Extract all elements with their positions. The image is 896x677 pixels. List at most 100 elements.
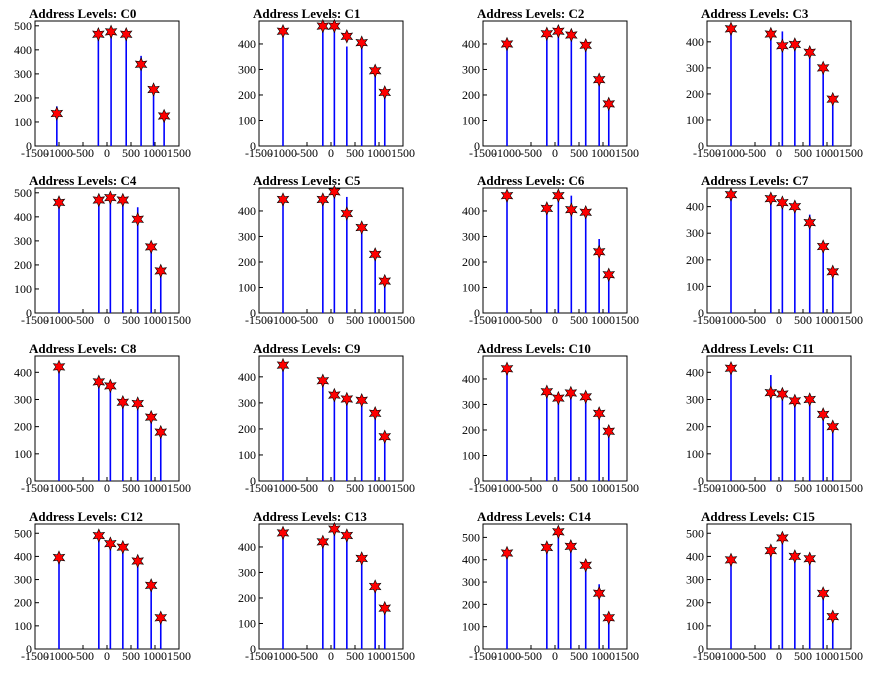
- level-marker: [144, 409, 158, 425]
- x-tick-label: 1500: [167, 146, 191, 160]
- plot-frame: [706, 355, 852, 482]
- x-tick-label: -1500: [469, 313, 497, 327]
- level-marker: [340, 391, 354, 407]
- y-tick-label: 0: [250, 306, 256, 320]
- y-tick-label: 0: [698, 306, 704, 320]
- level-marker: [368, 579, 382, 594]
- x-tick-label: -500: [520, 481, 542, 495]
- y-tick-label: 100: [238, 280, 256, 294]
- x-tick-label: 500: [570, 146, 588, 160]
- x-tick-label: 1500: [839, 481, 863, 495]
- x-tick-label: -500: [520, 649, 542, 663]
- x-tick-label: 1500: [615, 146, 639, 160]
- level-marker: [328, 521, 341, 537]
- x-tick-label: -500: [744, 313, 766, 327]
- y-tick-label: 500: [462, 530, 480, 544]
- subplot-title: Address Levels: C15: [701, 509, 815, 524]
- x-tick-label: 500: [346, 313, 364, 327]
- level-marker: [119, 26, 133, 42]
- y-tick-label: 300: [14, 67, 32, 81]
- x-tick-label: 1000: [815, 481, 839, 495]
- y-tick-label: 100: [686, 279, 704, 293]
- level-marker: [104, 378, 117, 394]
- x-tick-label: 1500: [615, 313, 639, 327]
- y-tick-label: 400: [14, 549, 32, 563]
- x-tick-label: -500: [72, 313, 94, 327]
- x-tick-label: -1500: [245, 146, 273, 160]
- level-marker: [724, 360, 738, 376]
- y-tick-label: 0: [250, 642, 256, 656]
- y-tick-label: 200: [686, 253, 704, 267]
- x-tick-label: 1000: [143, 649, 167, 663]
- level-marker: [104, 24, 118, 40]
- level-marker: [92, 374, 106, 390]
- x-tick-label: -500: [72, 146, 94, 160]
- x-tick-label: -500: [520, 146, 542, 160]
- x-tick-label: 1000: [367, 146, 391, 160]
- x-tick-label: 1500: [167, 313, 191, 327]
- y-tick-label: 500: [14, 526, 32, 540]
- subplot-12: Address Levels: C12 0 100 200 300 400 500 -1500…: [14, 509, 191, 663]
- y-tick-label: 0: [698, 474, 704, 488]
- x-tick-label: -1500: [693, 313, 721, 327]
- x-tick-label: -1500: [693, 649, 721, 663]
- y-tick-label: 300: [462, 229, 480, 243]
- level-marker: [328, 184, 341, 200]
- level-marker: [154, 610, 168, 626]
- level-marker: [826, 609, 840, 624]
- level-marker: [602, 267, 616, 282]
- x-tick-label: 1500: [615, 481, 639, 495]
- x-tick-label: 0: [552, 649, 558, 663]
- x-tick-label: -1000: [717, 481, 745, 495]
- x-tick-label: -500: [744, 481, 766, 495]
- plot-frame: [258, 187, 404, 314]
- x-tick-label: 1500: [391, 649, 415, 663]
- y-tick-label: 100: [686, 447, 704, 461]
- level-marker: [592, 585, 606, 601]
- subplot-4: Address Levels: C40100200300400500-1500-…: [14, 173, 191, 327]
- subplot-13: Address Levels: C13 0 100 200 300 400 -1500-10…: [238, 509, 415, 663]
- y-tick-label: 300: [238, 62, 256, 76]
- level-marker: [552, 23, 565, 39]
- y-tick-label: 0: [474, 474, 480, 488]
- plot-frame: [258, 523, 404, 650]
- level-marker: [826, 264, 840, 280]
- y-tick-label: 400: [686, 365, 704, 379]
- level-marker: [104, 190, 117, 205]
- level-marker: [316, 192, 330, 207]
- level-marker: [276, 192, 290, 207]
- level-marker: [764, 543, 778, 558]
- level-marker: [276, 357, 290, 373]
- y-tick-label: 100: [14, 447, 32, 461]
- x-tick-label: 500: [794, 313, 812, 327]
- subplot-10: Address Levels: C10 0 100 200 300 400 -1500-10…: [462, 341, 639, 495]
- y-tick-label: 400: [462, 204, 480, 218]
- y-tick-label: 100: [686, 619, 704, 633]
- subplot-1: Address Levels: C1 0 100 200 300 400 -1500-100…: [238, 6, 415, 160]
- level-marker: [816, 239, 830, 254]
- y-tick-label: 0: [26, 306, 32, 320]
- level-marker: [154, 424, 168, 440]
- level-marker: [579, 389, 593, 405]
- level-marker: [592, 72, 606, 87]
- level-marker: [52, 195, 66, 210]
- level-marker: [776, 386, 789, 402]
- subplot-title: Address Levels: C7: [701, 173, 809, 188]
- level-marker: [50, 106, 64, 121]
- y-tick-label: 300: [686, 226, 704, 240]
- level-marker: [316, 373, 330, 389]
- x-tick-label: 500: [570, 313, 588, 327]
- x-tick-label: -500: [744, 649, 766, 663]
- level-marker: [816, 586, 830, 601]
- level-marker: [116, 192, 130, 208]
- x-tick-label: 1000: [367, 649, 391, 663]
- level-marker: [564, 539, 578, 554]
- level-marker: [500, 36, 514, 52]
- y-tick-label: 0: [26, 474, 32, 488]
- x-tick-label: -500: [744, 146, 766, 160]
- y-tick-label: 100: [462, 448, 480, 462]
- x-tick-label: -1500: [245, 481, 273, 495]
- y-tick-label: 200: [14, 91, 32, 105]
- y-tick-label: 400: [14, 365, 32, 379]
